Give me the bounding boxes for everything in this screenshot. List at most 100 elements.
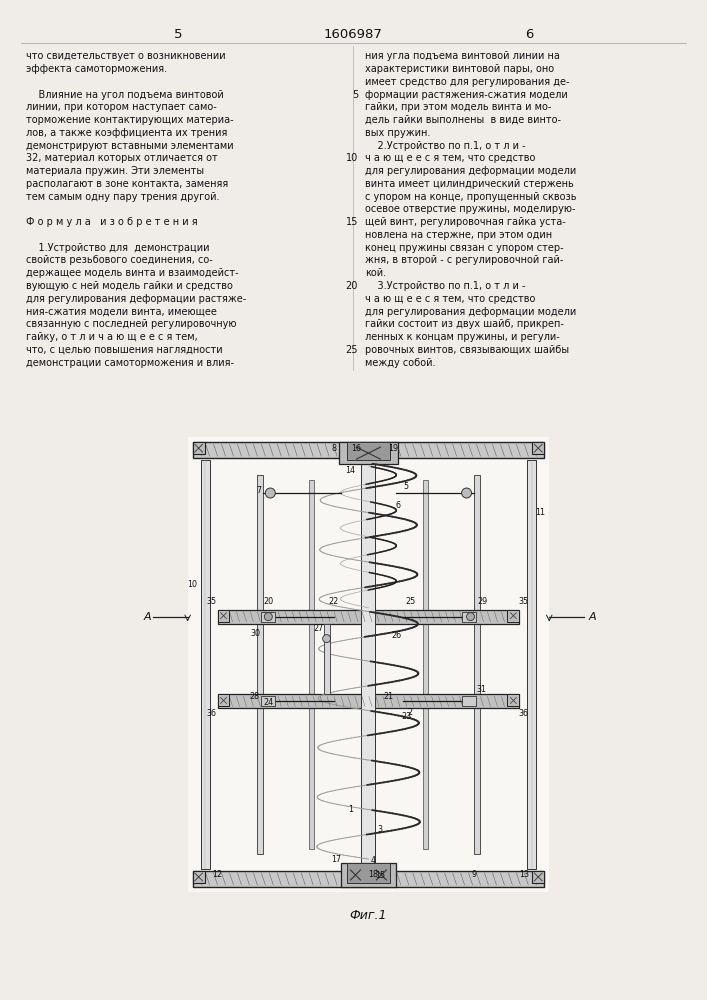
Text: Ф о р м у л а   и з о б р е т е н и я: Ф о р м у л а и з о б р е т е н и я <box>26 217 198 227</box>
Text: 25: 25 <box>405 597 416 606</box>
Text: жня, в второй - с регулировочной гай-: жня, в второй - с регулировочной гай- <box>365 255 563 265</box>
Text: что, с целью повышения наглядности: что, с целью повышения наглядности <box>26 345 223 355</box>
Text: вующую с ней модель гайки и средство: вующую с ней модель гайки и средство <box>26 281 233 291</box>
Text: 18: 18 <box>368 870 378 879</box>
Text: 19: 19 <box>388 444 399 453</box>
Text: вых пружин.: вых пружин. <box>365 128 431 138</box>
Bar <box>257 475 263 854</box>
Text: 3.Устройство по п.1, о т л и -: 3.Устройство по п.1, о т л и - <box>365 281 525 291</box>
Text: для регулирования деформации растяже-: для регулирования деформации растяже- <box>26 294 247 304</box>
Circle shape <box>264 613 272 621</box>
Bar <box>462 612 476 622</box>
Text: 10: 10 <box>187 580 198 589</box>
Text: 5: 5 <box>173 28 182 41</box>
Bar <box>192 442 544 458</box>
Circle shape <box>265 488 275 498</box>
Text: ровочных винтов, связывающих шайбы: ровочных винтов, связывающих шайбы <box>365 345 569 355</box>
Bar <box>218 610 230 622</box>
Text: 21: 21 <box>383 692 393 701</box>
Text: 2: 2 <box>408 708 413 717</box>
Text: для регулирования деформации модели: для регулирования деформации модели <box>365 166 576 176</box>
Text: винта имеет цилиндрический стержень: винта имеет цилиндрический стержень <box>365 179 573 189</box>
Bar <box>192 442 204 454</box>
Text: 12: 12 <box>213 870 223 879</box>
Text: ленных к концам пружины, и регули-: ленных к концам пружины, и регули- <box>365 332 560 342</box>
Text: A: A <box>144 612 151 622</box>
Circle shape <box>462 488 472 498</box>
Text: новлена на стержне, при этом один: новлена на стержне, при этом один <box>365 230 552 240</box>
Text: между собой.: между собой. <box>365 358 436 368</box>
Text: ния-сжатия модели винта, имеющее: ния-сжатия модели винта, имеющее <box>26 307 217 317</box>
Text: A: A <box>588 612 596 622</box>
Bar <box>474 475 479 854</box>
Text: 14: 14 <box>346 466 356 475</box>
Text: 6: 6 <box>525 28 534 41</box>
Bar <box>508 694 520 706</box>
Text: свойств резьбового соединения, со-: свойств резьбового соединения, со- <box>26 255 213 265</box>
Bar <box>309 480 314 849</box>
Text: 6: 6 <box>396 501 401 510</box>
Circle shape <box>467 613 474 621</box>
Bar <box>341 863 396 887</box>
Bar <box>192 871 204 883</box>
Text: 7: 7 <box>257 486 262 495</box>
Text: демонстрируют вставными элементами: демонстрируют вставными элементами <box>26 141 234 151</box>
Bar <box>508 610 520 622</box>
Text: 28: 28 <box>250 692 259 701</box>
Text: эффекта самоторможения.: эффекта самоторможения. <box>26 64 168 74</box>
Text: располагают в зоне контакта, заменяя: располагают в зоне контакта, заменяя <box>26 179 228 189</box>
Bar <box>347 863 390 883</box>
Text: 16: 16 <box>351 444 361 453</box>
Bar <box>527 460 537 869</box>
Bar <box>462 696 476 706</box>
Text: 20: 20 <box>263 597 274 606</box>
Text: 25: 25 <box>346 345 358 355</box>
Text: ния угла подъема винтовой линии на: ния угла подъема винтовой линии на <box>365 51 560 61</box>
Text: что свидетельствует о возникновении: что свидетельствует о возникновении <box>26 51 226 61</box>
Text: ч а ю щ е е с я тем, что средство: ч а ю щ е е с я тем, что средство <box>365 153 535 163</box>
Text: 8: 8 <box>331 444 336 453</box>
Bar <box>262 696 275 706</box>
Text: держащее модель винта и взаимодейст-: держащее модель винта и взаимодейст- <box>26 268 239 278</box>
Bar <box>218 610 520 624</box>
Bar <box>339 442 398 464</box>
Text: 1: 1 <box>348 805 353 814</box>
Bar <box>218 694 520 708</box>
Text: 32, материал которых отличается от: 32, материал которых отличается от <box>26 153 218 163</box>
Text: демонстрации самоторможения и влия-: демонстрации самоторможения и влия- <box>26 358 234 368</box>
Bar <box>532 871 544 883</box>
Text: ч а ю щ е е с я тем, что средство: ч а ю щ е е с я тем, что средство <box>365 294 535 304</box>
Text: 5: 5 <box>404 482 409 491</box>
Text: 1606987: 1606987 <box>324 28 382 41</box>
Text: 35: 35 <box>518 597 528 606</box>
Text: торможение контактирующих материа-: торможение контактирующих материа- <box>26 115 234 125</box>
Bar <box>262 612 275 622</box>
Text: формации растяжения-сжатия модели: формации растяжения-сжатия модели <box>365 90 568 100</box>
Bar <box>532 442 544 454</box>
Text: Фиг.1: Фиг.1 <box>350 909 387 922</box>
Text: характеристики винтовой пары, оно: характеристики винтовой пары, оно <box>365 64 554 74</box>
Text: 30: 30 <box>250 629 260 638</box>
Text: линии, при котором наступает само-: линии, при котором наступает само- <box>26 102 217 112</box>
Text: 23: 23 <box>402 712 411 721</box>
Text: 22: 22 <box>329 597 339 606</box>
Text: 1.Устройство для  демонстрации: 1.Устройство для демонстрации <box>26 243 210 253</box>
Text: 26: 26 <box>391 631 402 640</box>
Text: 36: 36 <box>518 709 528 718</box>
Text: 10: 10 <box>346 153 358 163</box>
Text: гайки состоит из двух шайб, прикреп-: гайки состоит из двух шайб, прикреп- <box>365 319 563 329</box>
Text: гайки, при этом модель винта и мо-: гайки, при этом модель винта и мо- <box>365 102 551 112</box>
Text: 20: 20 <box>346 281 358 291</box>
Bar <box>324 624 329 694</box>
Bar <box>361 458 375 871</box>
Text: для регулирования деформации модели: для регулирования деформации модели <box>365 307 576 317</box>
Bar <box>201 460 209 869</box>
Text: 3: 3 <box>378 825 383 834</box>
Text: 17: 17 <box>332 854 341 863</box>
Text: с упором на конце, пропущенный сквозь: с упором на конце, пропущенный сквозь <box>365 192 576 202</box>
Bar <box>346 442 390 460</box>
Text: тем самым одну пару трения другой.: тем самым одну пару трения другой. <box>26 192 220 202</box>
Text: лов, а также коэффициента их трения: лов, а также коэффициента их трения <box>26 128 228 138</box>
Text: материала пружин. Эти элементы: материала пружин. Эти элементы <box>26 166 204 176</box>
Bar <box>187 437 549 892</box>
